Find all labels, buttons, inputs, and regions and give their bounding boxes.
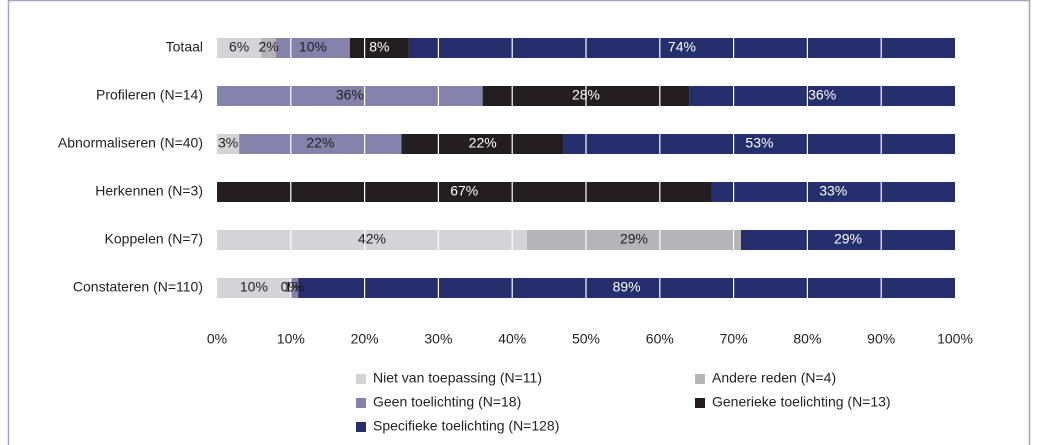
x-tick-label: 80% — [793, 331, 821, 347]
bar-segment — [740, 230, 955, 250]
legend-swatch — [356, 398, 366, 408]
data-label: 8% — [369, 39, 389, 55]
x-tick-label: 20% — [351, 331, 379, 347]
data-label: 33% — [819, 183, 847, 199]
frame — [7, 0, 1031, 445]
bar-segment — [217, 182, 712, 202]
y-tick-label: Totaal — [166, 39, 203, 55]
y-tick-label: Koppelen (N=7) — [105, 231, 203, 247]
legend-label: Andere reden (N=4) — [712, 370, 836, 386]
legend-swatch — [695, 374, 705, 384]
bar-segment — [711, 182, 955, 202]
data-label: 67% — [450, 183, 478, 199]
y-tick-label: Profileren (N=14) — [96, 87, 203, 103]
x-tick-label: 90% — [867, 331, 895, 347]
bar-segment — [217, 86, 483, 106]
bar-segment — [401, 134, 564, 154]
legend-label: Niet van toepassing (N=11) — [373, 370, 542, 386]
x-tick-label: 40% — [498, 331, 526, 347]
x-tick-label: 100% — [937, 331, 973, 347]
data-label: 22% — [469, 135, 497, 151]
bar-segment — [217, 38, 262, 58]
legend-label: Specifieke toelichting (N=128) — [373, 418, 559, 434]
data-label: 10% — [240, 279, 268, 295]
data-label: 10% — [299, 39, 327, 55]
bar-segment — [689, 86, 955, 106]
legend-swatch — [356, 374, 366, 384]
data-label: 36% — [336, 87, 364, 103]
bar-segment — [217, 230, 527, 250]
data-label: 28% — [572, 87, 600, 103]
data-label: 3% — [218, 135, 238, 151]
bar-segment — [298, 278, 955, 298]
y-tick-label: Constateren (N=110) — [73, 279, 203, 295]
data-label: 22% — [306, 135, 334, 151]
data-label: 74% — [668, 39, 696, 55]
legend-swatch — [356, 422, 366, 432]
legend-label: Geen toelichting (N=18) — [373, 394, 521, 410]
data-label: 29% — [834, 231, 862, 247]
bar-segment — [526, 230, 741, 250]
y-tick-label: Abnormaliseren (N=40) — [58, 135, 203, 151]
bar-segment — [563, 134, 955, 154]
data-label: 29% — [620, 231, 648, 247]
bar-segment — [217, 134, 240, 154]
x-tick-label: 70% — [720, 331, 748, 347]
bar-segment — [290, 278, 299, 298]
legend-label: Generieke toelichting (N=13) — [712, 394, 891, 410]
bar-segment — [276, 38, 350, 58]
data-label: 89% — [613, 279, 641, 295]
data-label: 1% — [284, 279, 304, 295]
data-label: 6% — [229, 39, 249, 55]
bar-segment — [239, 134, 402, 154]
bar-segment — [408, 38, 955, 58]
data-label: 53% — [745, 135, 773, 151]
x-tick-label: 60% — [646, 331, 674, 347]
bar-segment — [261, 38, 277, 58]
data-label: 2% — [259, 39, 279, 55]
data-label: 0% — [281, 279, 301, 295]
x-tick-label: 10% — [277, 331, 305, 347]
x-tick-label: 0% — [207, 331, 227, 347]
x-tick-label: 30% — [424, 331, 452, 347]
data-label: 42% — [358, 231, 386, 247]
bar-segment — [217, 278, 291, 298]
legend-swatch — [695, 398, 705, 408]
data-label: 36% — [808, 87, 836, 103]
y-tick-label: Herkennen (N=3) — [95, 183, 203, 199]
x-tick-label: 50% — [572, 331, 600, 347]
